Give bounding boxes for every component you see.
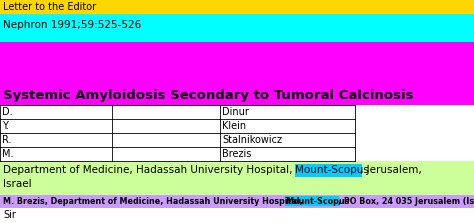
Text: Brezis: Brezis [222,149,251,159]
Text: Klein: Klein [222,121,246,131]
Bar [0,14,474,42]
Text: Sir: Sir [3,210,16,220]
Text: Mount-Scopus: Mount-Scopus [286,197,350,206]
Text: D.: D. [2,107,13,117]
Text: M. Brezis, Department of Medicine, Hadassah University Hospital,: M. Brezis, Department of Medicine, Hadas… [3,197,306,206]
Text: R.: R. [2,135,11,145]
Text: Stalnikowicz: Stalnikowicz [222,135,282,145]
Text: Department of Medicine, Hadassah University Hospital,: Department of Medicine, Hadassah Univers… [3,165,296,175]
Bar [0,161,474,195]
Text: , PO Box, 24 035 Jerusalem (Israel): , PO Box, 24 035 Jerusalem (Israel) [338,197,474,206]
Text: Mount-Scopus: Mount-Scopus [295,165,369,175]
Text: Y.: Y. [2,121,9,131]
Bar [0,195,474,208]
Text: Nephron 1991;59:525-526: Nephron 1991;59:525-526 [3,20,141,30]
Bar [285,196,339,206]
Text: Letter to the Editor: Letter to the Editor [3,2,96,12]
Bar [0,0,474,14]
Text: M.: M. [2,149,13,159]
Bar [0,208,474,223]
Bar [294,164,362,176]
Bar [0,105,474,161]
Text: Dinur: Dinur [222,107,249,117]
Text: Israel: Israel [3,179,32,189]
Text: , Jerusalem,: , Jerusalem, [361,165,422,175]
Bar [0,42,474,105]
Text: Systemic Amyloidosis Secondary to Tumoral Calcinosis: Systemic Amyloidosis Secondary to Tumora… [3,89,413,102]
